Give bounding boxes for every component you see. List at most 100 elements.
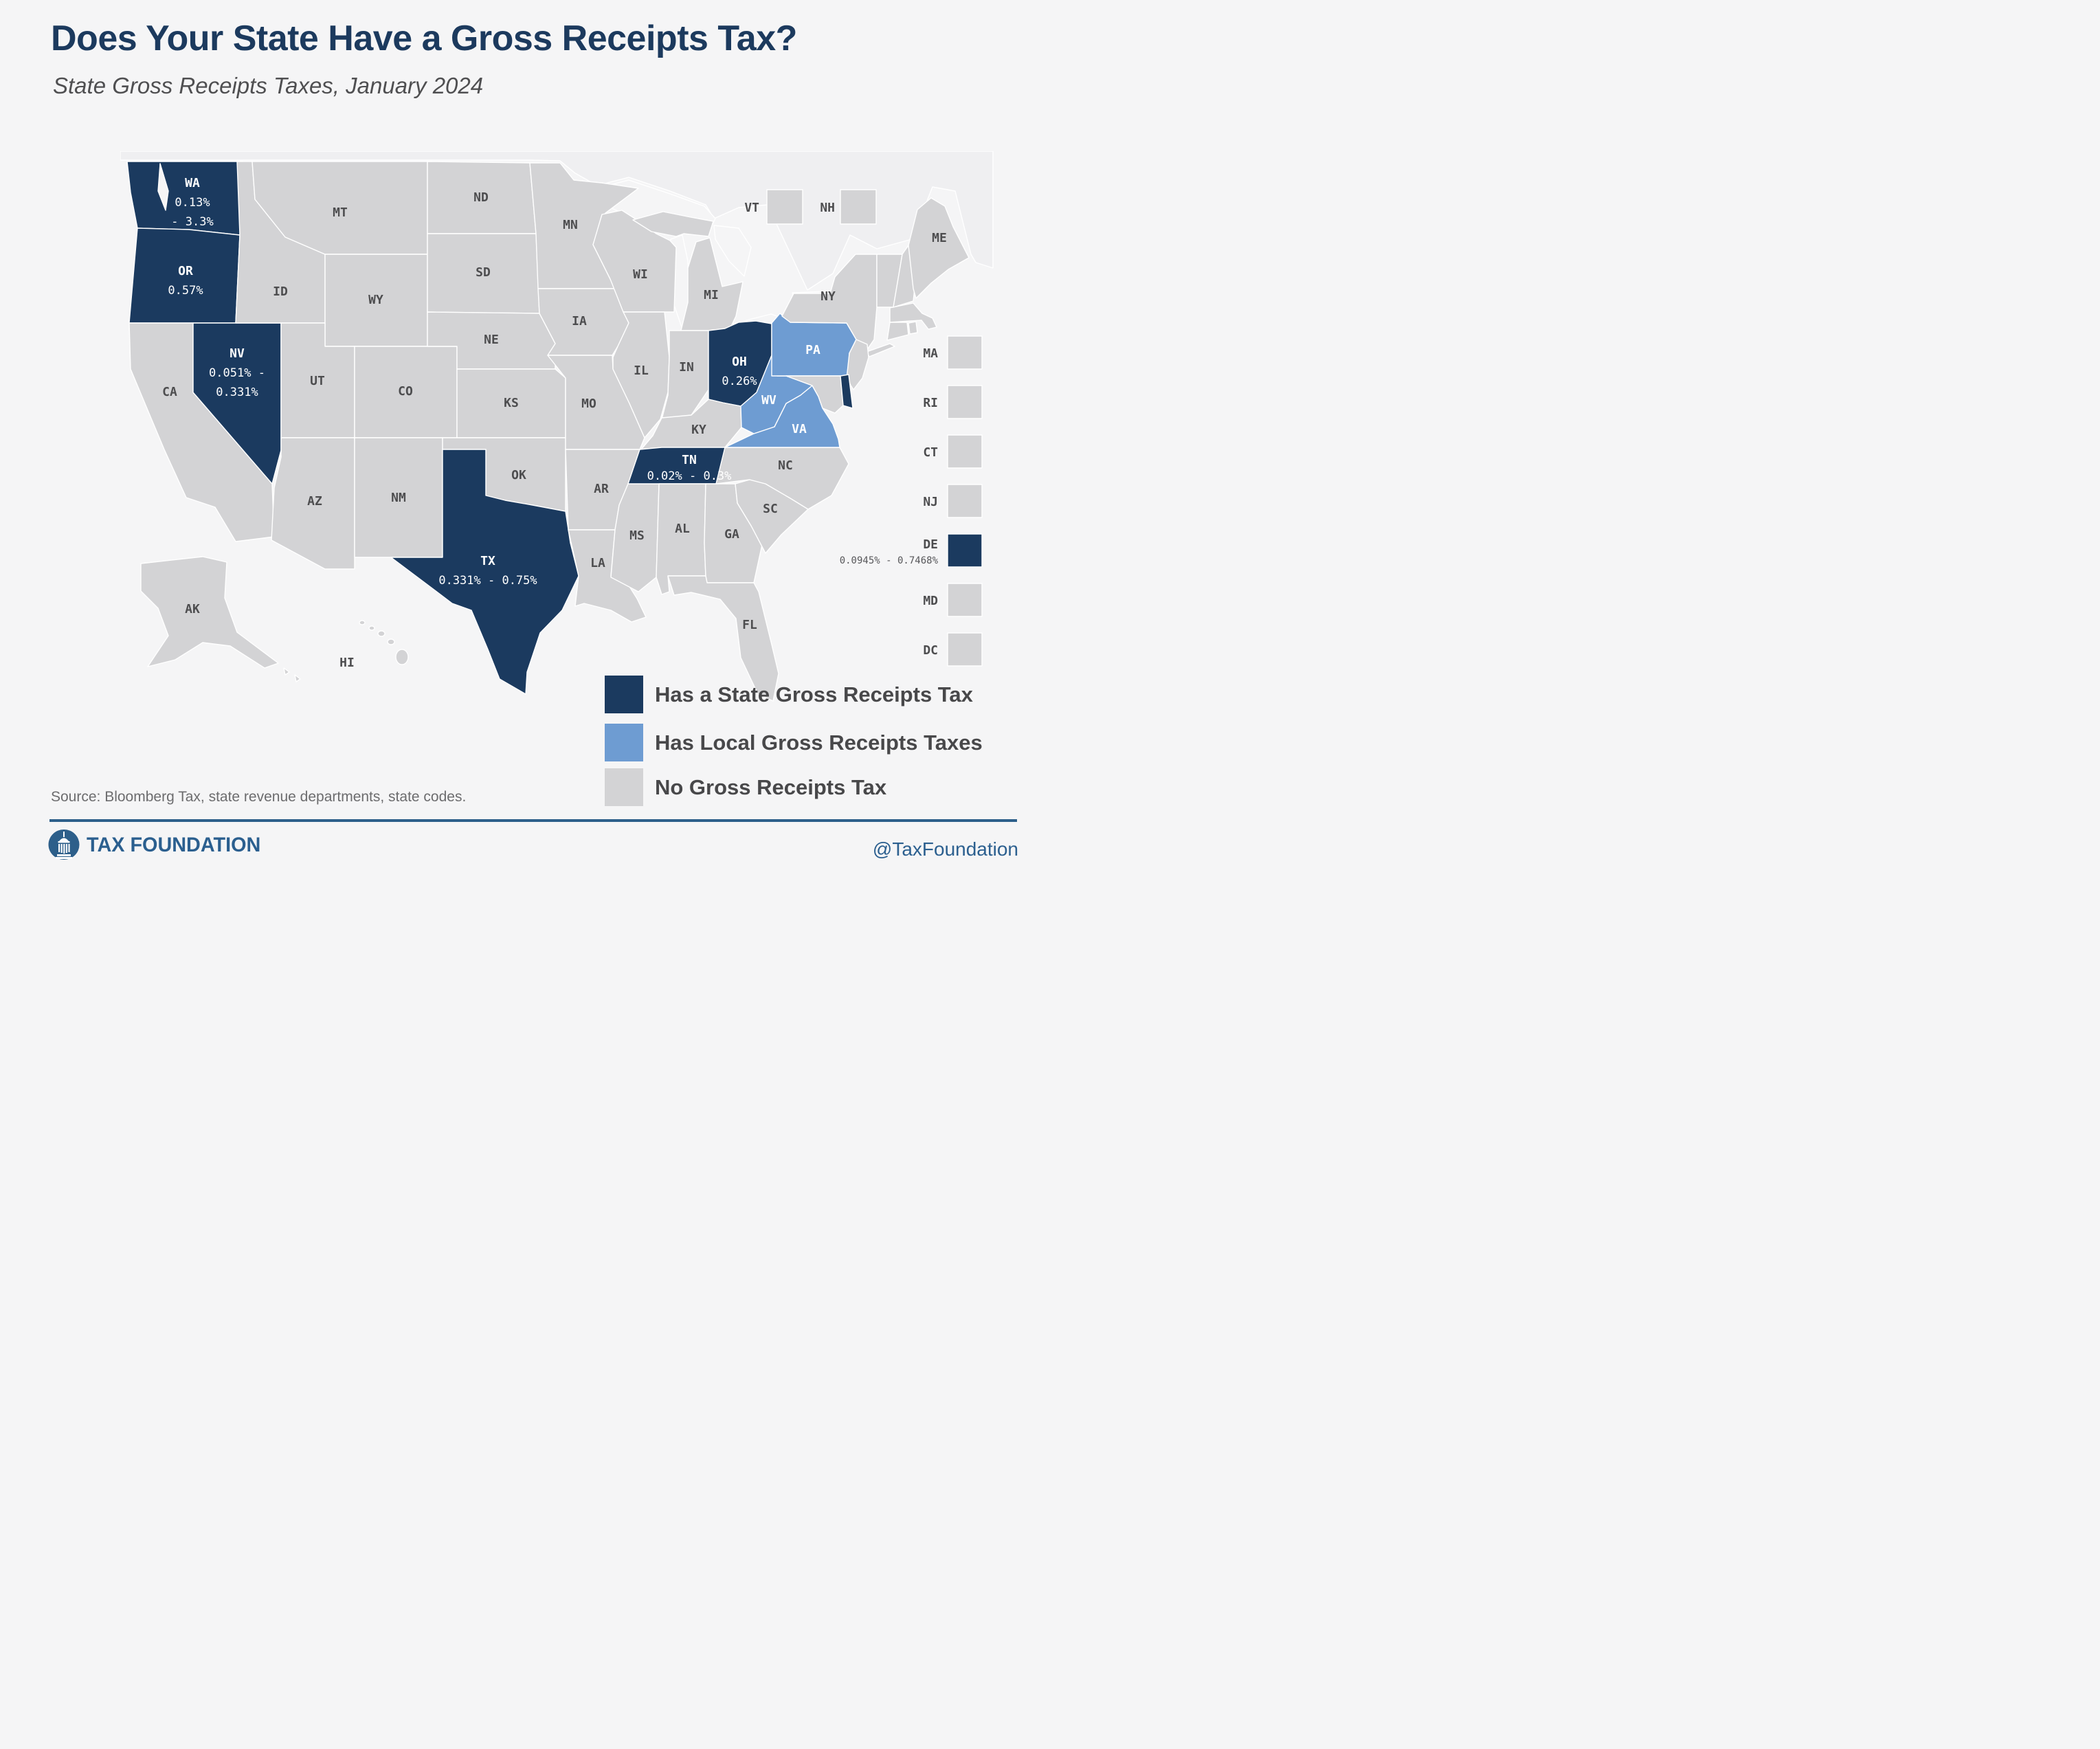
state-label-va: VA	[792, 422, 807, 436]
state-label-nm: NM	[391, 491, 406, 505]
state-label-il: IL	[634, 364, 649, 378]
puget-sound	[157, 163, 169, 211]
state-shape-mi	[680, 237, 744, 331]
state-label-mn: MN	[563, 218, 578, 232]
state-rate-oh: 0.26%	[722, 375, 757, 388]
box-nh	[840, 189, 877, 225]
state-label-nd: ND	[473, 190, 489, 205]
state-label-ok: OK	[511, 468, 526, 482]
state-label-ak: AK	[185, 602, 200, 616]
hawaii-island-1	[359, 620, 366, 625]
legend-label-local-tax: Has Local Gross Receipts Taxes	[655, 730, 983, 755]
state-label-oh: OH	[732, 355, 747, 369]
state-label-in: IN	[679, 360, 694, 375]
state-label-sd: SD	[476, 265, 491, 280]
state-label-id: ID	[273, 285, 288, 299]
hawaii-island-3	[377, 630, 386, 637]
small-state-boxes-top: VT NH	[744, 189, 877, 225]
state-shape-ma	[889, 302, 937, 330]
state-label-ca: CA	[162, 385, 177, 399]
state-label-co: CO	[398, 384, 413, 399]
state-label-wa: WA	[185, 176, 200, 190]
state-label-al: AL	[675, 522, 690, 536]
state-shape-long-island	[866, 343, 895, 357]
state-labels: WA 0.13% - 3.3% OR 0.57% CA NV 0.051% - …	[162, 176, 947, 670]
box-md	[947, 583, 983, 617]
state-label-wv: WV	[761, 393, 777, 408]
box-de	[947, 533, 983, 568]
state-rate-wa-2: - 3.3%	[171, 215, 213, 229]
state-rate-wa-1: 0.13%	[175, 196, 210, 210]
box-dc	[947, 632, 983, 667]
hawaii-island-5	[395, 649, 409, 665]
box-label-nh: NH	[820, 201, 835, 215]
state-rate-tn: 0.02% - 0.3%	[647, 469, 732, 483]
alaska-islands	[283, 667, 301, 682]
footer-divider	[49, 819, 1017, 822]
state-label-az: AZ	[307, 494, 322, 509]
box-label-vt: VT	[744, 201, 759, 215]
state-label-ny: NY	[820, 289, 836, 304]
box-label-ma: MA	[923, 346, 938, 361]
box-label-de: DE	[923, 537, 938, 552]
legend-item-state-tax: Has a State Gross Receipts Tax	[605, 676, 973, 713]
hawaii-island-4	[387, 638, 395, 645]
box-rate-de: 0.0945% - 0.7468%	[840, 555, 939, 566]
state-label-ms: MS	[629, 528, 645, 543]
state-shape-tx	[390, 449, 579, 695]
state-shape-ak	[140, 556, 279, 669]
legend-swatch-local-tax	[605, 724, 643, 761]
small-state-boxes-right: MA RI CT NJ DE 0.0945% - 0.7468% MD DC	[840, 335, 983, 667]
state-label-wy: WY	[368, 293, 383, 307]
box-nj	[947, 484, 983, 518]
state-shape-ct	[886, 322, 909, 341]
state-shape-mi-upper	[632, 211, 714, 237]
legend-swatch-no-tax	[605, 768, 643, 806]
state-label-ga: GA	[724, 527, 739, 542]
tax-foundation-logo-icon	[48, 829, 80, 860]
tax-foundation-wordmark: TAX FOUNDATION	[87, 834, 261, 856]
box-label-ri: RI	[923, 396, 938, 410]
state-shape-fl	[667, 575, 779, 702]
state-label-me: ME	[932, 231, 947, 245]
state-shape-de	[840, 374, 853, 409]
state-shape-ri	[908, 321, 918, 335]
box-label-md: MD	[923, 594, 938, 608]
social-handle: @TaxFoundation	[872, 838, 1018, 860]
us-map: WA 0.13% - 3.3% OR 0.57% CA NV 0.051% - …	[120, 151, 994, 702]
state-label-fl: FL	[742, 618, 757, 632]
legend-label-no-tax: No Gross Receipts Tax	[655, 775, 887, 799]
state-label-mo: MO	[581, 397, 596, 411]
state-label-nv: NV	[230, 346, 245, 361]
state-rate-or: 0.57%	[168, 284, 203, 298]
state-shape-il	[612, 311, 670, 438]
box-ri	[947, 385, 983, 419]
state-label-ks: KS	[504, 396, 519, 410]
state-shape-nh	[893, 245, 915, 308]
source-note: Source: Bloomberg Tax, state revenue dep…	[51, 789, 467, 805]
subtitle: State Gross Receipts Taxes, January 2024	[53, 73, 484, 98]
box-ma	[947, 335, 983, 370]
state-label-nc: NC	[778, 458, 793, 473]
box-label-dc: DC	[923, 643, 938, 658]
page-title: Does Your State Have a Gross Receipts Ta…	[51, 19, 797, 58]
state-label-ar: AR	[594, 482, 609, 496]
states-layer	[126, 161, 970, 702]
box-label-ct: CT	[923, 445, 938, 460]
state-label-mt: MT	[333, 205, 348, 220]
state-shape-nc	[715, 447, 849, 510]
state-label-ut: UT	[310, 374, 325, 388]
state-label-or: OR	[178, 264, 193, 278]
state-label-tx: TX	[480, 554, 495, 568]
state-label-pa: PA	[805, 343, 820, 357]
state-shape-me	[908, 197, 970, 299]
box-ct	[947, 434, 983, 469]
state-label-sc: SC	[763, 502, 778, 516]
box-vt	[766, 189, 803, 225]
hawaii-islands	[359, 620, 409, 665]
legend-swatch-state-tax	[605, 676, 643, 713]
lake-huron	[713, 225, 752, 277]
hawaii-island-2	[368, 625, 375, 631]
state-rate-tx: 0.331% - 0.75%	[438, 574, 537, 588]
legend-item-local-tax: Has Local Gross Receipts Taxes	[605, 724, 983, 761]
